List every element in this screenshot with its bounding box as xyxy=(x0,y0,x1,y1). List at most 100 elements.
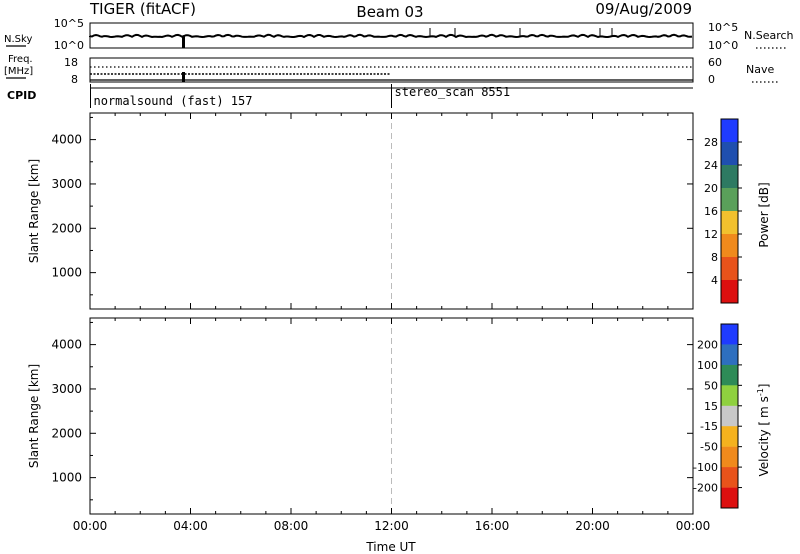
colorbar-swatch xyxy=(721,344,738,366)
velocity-colorbar: 200 100 50 15 -15 -50 -100 -200 xyxy=(693,323,742,509)
velocity-x-axis: 00:00 04:00 08:00 12:00 16:00 20:00 00:00 xyxy=(73,318,711,533)
freq-label-1: Freq. xyxy=(8,54,33,65)
nsky-trace-line xyxy=(89,33,693,39)
colorbar-tick-label: -100 xyxy=(693,461,718,474)
colorbar-swatch xyxy=(721,119,738,143)
colorbar-swatch xyxy=(721,487,738,509)
beam-title: Beam 03 xyxy=(356,3,423,21)
cpid-mode-name: stereo_scan 8551 xyxy=(395,85,511,99)
nsky-strip-frame xyxy=(89,22,694,49)
x-tick-label: 00:00 xyxy=(676,519,711,533)
velocity-data-cells xyxy=(90,395,693,511)
colorbar-swatch xyxy=(721,385,738,406)
velocity-panel-background xyxy=(90,318,693,514)
y-tick-label: 2000 xyxy=(51,221,82,235)
velocity-ylabel: Slant Range [km] xyxy=(27,364,41,468)
colorbar-tick-label: -200 xyxy=(693,482,718,495)
nave-label: Nave xyxy=(746,63,774,76)
power-x-ticks xyxy=(89,113,694,309)
nave-tick-bottom: 0 xyxy=(708,73,715,86)
x-tick-label: 16:00 xyxy=(475,519,510,533)
freq-trace xyxy=(90,66,693,82)
nsky-tick-bottom: 10^0 xyxy=(54,39,84,52)
colorbar-tick-label: -15 xyxy=(700,420,718,433)
colorbar-swatch xyxy=(721,165,738,189)
velocity-region xyxy=(92,437,266,469)
colorbar-tick-label: 50 xyxy=(704,379,718,392)
power-region xyxy=(185,210,286,233)
power-colorbar: 4 8 12 16 20 24 28 xyxy=(704,118,742,304)
nsearch-tick-bottom: 10^0 xyxy=(708,39,738,52)
colorbar-swatch xyxy=(721,446,738,468)
velocity-colorbar-label: Velocity [ m s-1] xyxy=(756,383,771,476)
power-y-axis: 1000 2000 3000 4000 xyxy=(51,116,693,296)
y-tick-label: 1000 xyxy=(51,266,82,280)
x-tick-label: 04:00 xyxy=(173,519,208,533)
nsky-label: N.Sky xyxy=(4,34,32,45)
colorbar-tick-label: 4 xyxy=(711,274,718,287)
colorbar-swatch xyxy=(721,364,738,386)
y-tick-label: 2000 xyxy=(51,426,82,440)
colorbar-tick-label: 15 xyxy=(704,400,718,413)
y-tick-label: 3000 xyxy=(51,177,82,191)
y-tick-label: 1000 xyxy=(51,471,82,485)
x-tick-label: 12:00 xyxy=(374,519,409,533)
power-region xyxy=(92,188,186,209)
time-axis-label: Time UT xyxy=(365,540,416,554)
colorbar-tick-label: 16 xyxy=(704,205,718,218)
nsearch-label: N.Search xyxy=(744,29,794,42)
freq-label-2: [MHz] xyxy=(4,66,33,77)
colorbar-tick-label: 8 xyxy=(711,251,718,264)
colorbar-tick-label: 24 xyxy=(704,159,718,172)
radar-title: TIGER (fitACF) xyxy=(89,0,196,18)
power-region xyxy=(92,230,274,260)
colorbar-swatch xyxy=(721,280,738,304)
cpid-label: CPID xyxy=(7,89,36,102)
velocity-region xyxy=(270,455,312,485)
colorbar-frame xyxy=(720,323,739,509)
velocity-colorbar-label-exp: -1 xyxy=(756,388,765,396)
colorbar-swatch xyxy=(721,257,738,281)
colorbar-swatch xyxy=(721,234,738,258)
date-title: 09/Aug/2009 xyxy=(595,0,692,18)
colorbar-tick-label: 28 xyxy=(704,136,718,149)
nsearch-tick-top: 10^5 xyxy=(708,21,738,34)
power-region xyxy=(270,250,312,280)
power-data-cells xyxy=(90,188,693,306)
y-tick-label: 3000 xyxy=(51,382,82,396)
power-colorbar-label: Power [dB] xyxy=(757,182,771,247)
colorbar-swatch xyxy=(721,467,738,488)
power-region xyxy=(650,228,691,246)
colorbar-tick-label: 200 xyxy=(697,338,718,351)
colorbar-swatch xyxy=(721,142,738,166)
nsky-tick-top: 10^5 xyxy=(54,17,84,30)
nave-tick-top: 60 xyxy=(708,56,722,69)
colorbar-swatch xyxy=(721,188,738,212)
velocity-y-axis: 1000 2000 3000 4000 xyxy=(51,321,693,501)
velocity-colorbar-label-part: ] xyxy=(757,383,771,388)
power-region xyxy=(361,197,555,238)
colorbar-swatch xyxy=(721,405,738,427)
colorbar-tick-label: 20 xyxy=(704,182,718,195)
colorbar-swatch xyxy=(721,426,738,447)
freq-tick-bottom: 8 xyxy=(71,73,78,86)
velocity-colorbar-label-part: Velocity [ xyxy=(757,421,771,477)
power-ylabel: Slant Range [km] xyxy=(27,159,41,263)
x-tick-label: 08:00 xyxy=(274,519,309,533)
x-tick-label: 20:00 xyxy=(575,519,610,533)
colorbar-swatch xyxy=(721,211,738,235)
colorbar-swatch xyxy=(721,324,738,345)
x-tick-label: 00:00 xyxy=(73,519,108,533)
y-tick-label: 4000 xyxy=(51,338,82,352)
cpid-mode-name: normalsound (fast) 157 xyxy=(94,94,253,108)
nsky-trace xyxy=(89,28,693,48)
freq-tick-top: 18 xyxy=(64,56,78,69)
y-tick-label: 4000 xyxy=(51,133,82,147)
freq-strip-frame xyxy=(89,57,694,83)
velocity-region xyxy=(92,395,186,412)
colorbar-tick-label: 100 xyxy=(697,359,718,372)
velocity-colorbar-label-part: m s xyxy=(757,396,771,418)
colorbar-tick-label: 12 xyxy=(704,228,718,241)
velocity-region xyxy=(253,415,274,434)
